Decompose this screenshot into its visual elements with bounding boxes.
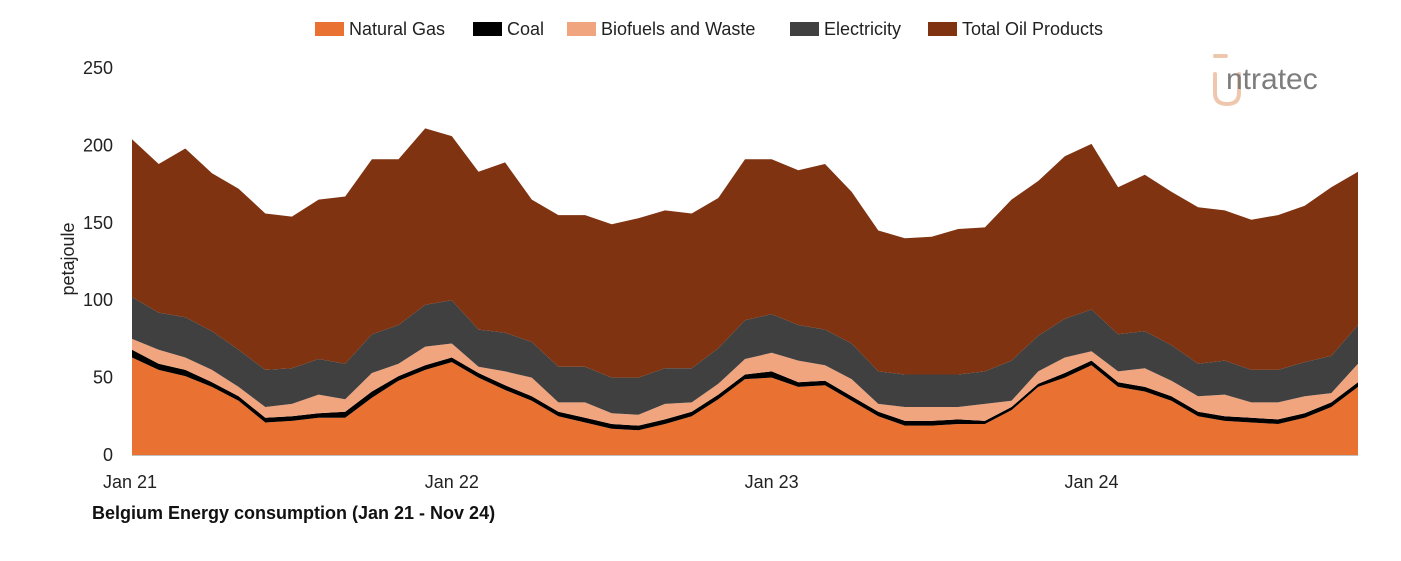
x-tick-label: Jan 23 [745,472,799,492]
legend-label: Natural Gas [349,19,445,39]
legend-swatch [473,22,502,36]
legend-label: Electricity [824,19,901,39]
area-biofuels-and-waste [132,338,1358,426]
area-series-group [132,128,1358,455]
x-tick-label: Jan 21 [103,472,157,492]
chart-title: Belgium Energy consumption (Jan 21 - Nov… [92,503,495,523]
y-tick-label: 0 [103,445,113,465]
legend-label: Coal [507,19,544,39]
y-axis-label: petajoule [58,222,78,295]
legend-item: Electricity [790,19,901,39]
y-tick-label: 50 [93,368,113,388]
legend-item: Total Oil Products [928,19,1103,39]
area-coal [132,349,1358,431]
legend-swatch [928,22,957,36]
logo-text: ntratec [1226,63,1318,96]
legend-item: Natural Gas [315,19,445,39]
y-tick-label: 200 [83,135,113,155]
area-electricity [132,297,1358,415]
y-tick-labels: 0 50 100 150 200 250 [83,58,113,465]
legend-swatch [315,22,344,36]
y-tick-label: 100 [83,290,113,310]
y-tick-label: 250 [83,58,113,78]
intratec-logo: ntratec [1213,54,1318,107]
area-natural-gas [132,357,1358,455]
y-tick-label: 150 [83,213,113,233]
legend: Natural Gas Coal Biofuels and Waste Electri… [315,19,1103,39]
area-total-oil-products [132,128,1358,378]
logo-arc-icon [1213,72,1241,107]
legend-swatch [790,22,819,36]
legend-label: Biofuels and Waste [601,19,755,39]
legend-item: Coal [473,19,544,39]
legend-item: Biofuels and Waste [567,19,755,39]
legend-label: Total Oil Products [962,19,1103,39]
x-tick-label: Jan 22 [425,472,479,492]
x-tick-labels: Jan 21 Jan 22 Jan 23 Jan 24 [103,472,1119,492]
legend-swatch [567,22,596,36]
x-tick-label: Jan 24 [1064,472,1118,492]
